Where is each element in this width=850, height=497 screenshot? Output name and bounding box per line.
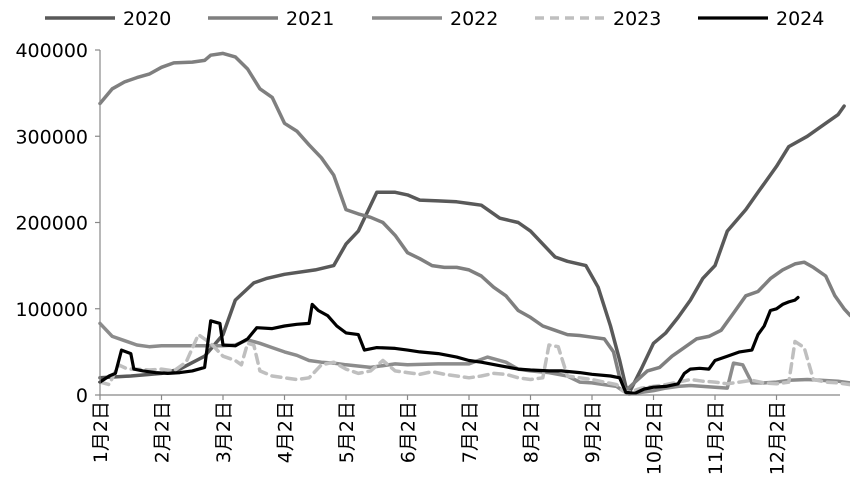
series-line-2024: [98, 295, 800, 395]
x-tick-label: 6月2日: [398, 401, 420, 463]
axes: 0 100000 200000 300000 400000 1月2日 2月2日 3月2日 4月2…: [15, 40, 840, 475]
y-tick-label: 0: [76, 385, 88, 407]
legend-label-2024: 2024: [776, 8, 824, 30]
legend-label-2020: 2020: [123, 8, 171, 30]
x-tick-label: 10月2日: [644, 401, 666, 475]
x-tick-label: 9月2日: [582, 401, 604, 463]
series-line-2020: [98, 104, 846, 396]
x-tick-label: 1月2日: [90, 401, 112, 463]
x-tick-label: 8月2日: [521, 401, 543, 463]
legend-label-2022: 2022: [450, 8, 498, 30]
y-tick-label: 300000: [15, 126, 88, 148]
x-tick-label: 5月2日: [336, 401, 358, 463]
x-tick-label: 2月2日: [152, 401, 174, 463]
series-line-2023: [98, 332, 850, 395]
x-tick-label: 3月2日: [213, 401, 235, 463]
legend-label-2023: 2023: [613, 8, 661, 30]
plot-area: [98, 51, 850, 396]
x-tick-label: 7月2日: [459, 401, 481, 463]
series-line-2022: [98, 321, 850, 396]
legend: 2020 2021 2022 2023 2024: [45, 8, 824, 30]
x-tick-label: 12月2日: [767, 401, 789, 475]
y-tick-label: 100000: [15, 299, 88, 321]
y-tick-label: 400000: [15, 40, 88, 62]
x-tick-label: 11月2日: [705, 401, 727, 475]
legend-label-2021: 2021: [286, 8, 334, 30]
series-line-2021: [98, 51, 850, 393]
x-tick-label: 4月2日: [275, 401, 297, 463]
y-tick-label: 200000: [15, 213, 88, 235]
